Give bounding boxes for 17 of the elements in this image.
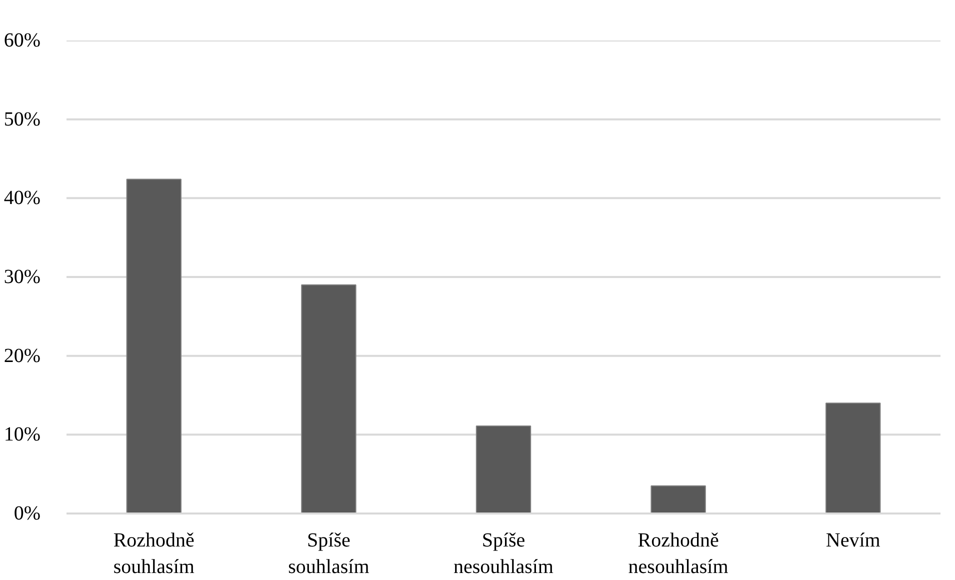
bar xyxy=(650,485,706,514)
x-tick-label: Nevím xyxy=(826,530,881,552)
y-tick-label: 30% xyxy=(4,266,41,288)
x-tick-label: Spíše souhlasím xyxy=(288,530,370,578)
x-tick-label: Rozhodně nesouhlasím xyxy=(628,530,729,578)
y-tick-label: 50% xyxy=(4,108,41,130)
y-tick-label: 0% xyxy=(14,502,41,524)
y-tick-label: 60% xyxy=(4,30,41,52)
y-tick-label: 40% xyxy=(4,187,41,210)
bar xyxy=(826,402,881,514)
y-tick-label: 10% xyxy=(4,424,41,446)
y-tick-label: 20% xyxy=(4,344,41,367)
bar xyxy=(301,284,356,514)
x-tick-label: Spíše nesouhlasím xyxy=(454,530,554,578)
bar xyxy=(476,425,532,514)
x-tick-label: Rozhodně souhlasím xyxy=(113,530,195,578)
bar xyxy=(126,178,182,514)
